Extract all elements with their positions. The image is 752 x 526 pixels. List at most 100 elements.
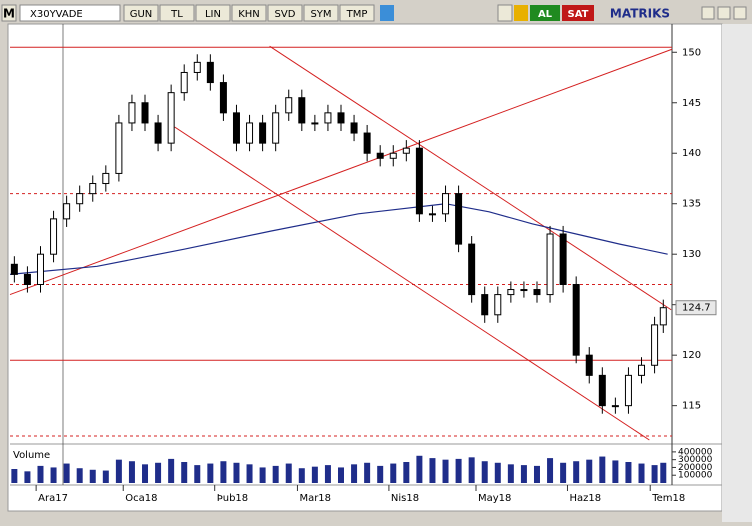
candle-body — [651, 324, 659, 366]
volume-tick-label: 100000 — [678, 471, 713, 481]
volume-bar — [494, 462, 501, 483]
y-tick-label: 130 — [682, 249, 701, 260]
candle-body — [141, 102, 149, 124]
volume-bar — [429, 458, 436, 483]
volume-bar — [37, 465, 44, 483]
candle-body — [363, 132, 371, 154]
minimize-button[interactable] — [701, 6, 715, 20]
candle-body — [36, 253, 44, 285]
sell-button[interactable] — [562, 5, 594, 21]
candle-body — [585, 354, 593, 376]
toolbar-button[interactable] — [159, 4, 195, 22]
lightning-button[interactable] — [514, 5, 528, 21]
toolbar-button[interactable] — [303, 4, 339, 22]
volume-bar — [468, 457, 475, 483]
y-tick-label: 120 — [682, 350, 701, 361]
x-tick-label: Nis18 — [391, 493, 419, 504]
volume-bar — [351, 464, 358, 483]
candle-body — [442, 193, 450, 215]
toolbar-button[interactable] — [231, 4, 267, 22]
volume-bar — [207, 463, 214, 483]
candle-body — [546, 233, 554, 296]
volume-bar — [638, 463, 645, 483]
toolbar-button-label: SVD — [275, 9, 296, 20]
volume-bar — [599, 456, 606, 483]
logo-button[interactable] — [1, 4, 17, 22]
volume-bar — [586, 459, 593, 483]
trendline — [269, 45, 672, 311]
candle-body — [167, 92, 175, 144]
volume-bar — [63, 463, 70, 483]
candle-body — [402, 147, 410, 154]
volume-bar — [403, 462, 410, 483]
last-price-label: 124.7 — [682, 303, 711, 314]
volume-bar — [11, 469, 18, 483]
volume-bar — [298, 468, 305, 483]
candle-body — [50, 218, 58, 255]
symbol-box[interactable] — [19, 4, 121, 22]
candle-body — [193, 61, 201, 73]
volume-bar — [455, 458, 462, 483]
volume-tick-label: 200000 — [678, 463, 713, 473]
sell-label: SAT — [568, 9, 589, 20]
toolbar-button[interactable] — [195, 4, 231, 22]
candle-body — [219, 82, 227, 114]
volume-tick-label: 400000 — [678, 447, 713, 457]
twitter-button[interactable] — [380, 5, 394, 21]
x-tick-label: Þub18 — [217, 493, 248, 504]
volume-bar — [533, 465, 540, 483]
y-tick-label: 115 — [682, 401, 701, 412]
volume-bar — [390, 463, 397, 483]
candle-body — [376, 152, 384, 159]
buy-button[interactable] — [530, 5, 560, 21]
toolbar-button-label: TMP — [346, 9, 368, 20]
brand: MATRIKS — [610, 7, 670, 21]
toolbar-button[interactable] — [267, 4, 303, 22]
volume-bar — [520, 465, 527, 483]
logo: M — [3, 7, 15, 21]
candle-body — [533, 289, 541, 296]
candle-body — [389, 152, 397, 159]
volume-bar — [442, 459, 449, 483]
candle-body — [232, 112, 240, 144]
y-tick-label: 140 — [682, 148, 701, 159]
volume-bar — [547, 458, 554, 483]
volume-bar — [155, 462, 162, 483]
volume-bar — [507, 464, 514, 483]
candle-body — [206, 61, 214, 84]
symbol: X30YVADE — [30, 9, 83, 20]
candle-body — [598, 374, 606, 407]
candle-body — [638, 364, 646, 376]
volume-bar — [416, 455, 423, 483]
candle-body — [285, 97, 293, 114]
last-price-box — [675, 300, 717, 316]
toolbar-button[interactable] — [123, 4, 159, 22]
y-tick-label: 135 — [682, 199, 701, 210]
volume-bar — [142, 464, 149, 483]
candle-body — [324, 112, 332, 124]
toolbar-button[interactable] — [339, 4, 375, 22]
toolbar-button-label: SYM — [310, 9, 331, 20]
plot-background — [7, 23, 723, 512]
volume-bar — [651, 465, 658, 483]
x-tick-label: Tem18 — [651, 493, 685, 504]
refresh-button[interactable] — [497, 4, 513, 22]
volume-bar — [128, 461, 135, 483]
candle-body — [154, 122, 162, 144]
y-tick-label: 150 — [682, 47, 701, 58]
candle-body — [428, 213, 436, 216]
candle-body — [128, 102, 136, 124]
trendline — [9, 48, 673, 296]
candle-body — [337, 112, 345, 124]
maximize-button[interactable] — [717, 6, 731, 20]
volume-bar — [573, 461, 580, 483]
candle-body — [481, 294, 489, 316]
close-button[interactable] — [733, 6, 747, 20]
volume-bar — [233, 462, 240, 483]
volume-bar — [364, 462, 371, 483]
buy-label: AL — [538, 9, 553, 20]
volume-label: Volume — [13, 450, 50, 461]
candle-body — [180, 71, 188, 94]
volume-bar — [259, 467, 266, 483]
volume-bar — [168, 458, 175, 483]
